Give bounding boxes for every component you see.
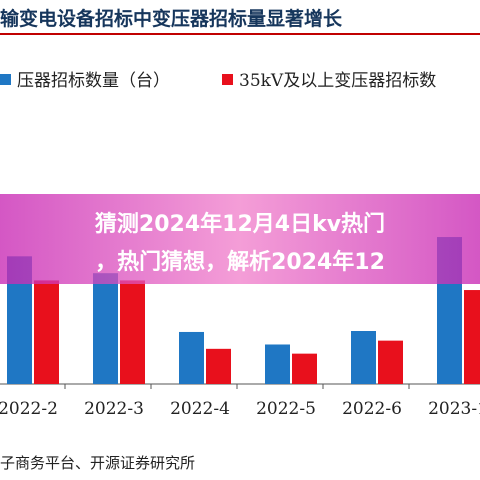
legend-swatch-series-b	[222, 74, 233, 85]
title-bar: 输变电设备招标中变压器招标量显著增长	[0, 0, 480, 36]
bar-series-a-2022-6	[351, 331, 376, 384]
title-underline	[0, 33, 480, 35]
bar-series-b-2022-6	[378, 340, 403, 384]
legend-item-series-a: 压器招标数量（台）	[0, 66, 170, 91]
legend-label-series-a: 压器招标数量（台）	[17, 71, 170, 91]
chart-title: 输变电设备招标中变压器招标量显著增长	[0, 8, 343, 30]
legend-item-series-b: 35kV及以上变压器招标数	[222, 66, 437, 91]
bar-series-b-2022-3	[120, 280, 145, 384]
bar-series-a-2022-5	[265, 344, 290, 384]
bar-series-b-2022-4	[206, 348, 231, 384]
legend-label-series-b: 35kV及以上变压器招标数	[239, 71, 437, 91]
x-tick-label: 2022-2	[0, 399, 58, 419]
bar-series-b-2023-1	[464, 290, 480, 384]
banner-line-2: ，热门猜想，解析2024年12	[95, 250, 385, 275]
source-text: 子商务平台、开源证券研究所	[0, 454, 196, 472]
overlay-banner[interactable]: 猜测2024年12月4日kv热门 ，热门猜想，解析2024年12	[0, 194, 480, 284]
bar-series-a-2022-4	[179, 331, 204, 384]
x-tick-label: 2023-1	[428, 399, 480, 419]
x-tick-label: 2022-5	[256, 399, 316, 419]
bar-series-a-2022-3	[93, 273, 118, 384]
source-note: 子商务平台、开源证券研究所	[0, 452, 195, 473]
bar-series-b-2022-5	[292, 353, 317, 384]
x-tick-label: 2022-4	[170, 399, 230, 419]
x-tick-label: 2022-3	[84, 399, 144, 419]
legend-swatch-series-a	[0, 74, 11, 85]
bar-series-b-2022-2	[34, 280, 59, 384]
banner-line-1: 猜测2024年12月4日kv热门	[94, 212, 386, 237]
x-tick-label: 2022-6	[342, 399, 402, 419]
